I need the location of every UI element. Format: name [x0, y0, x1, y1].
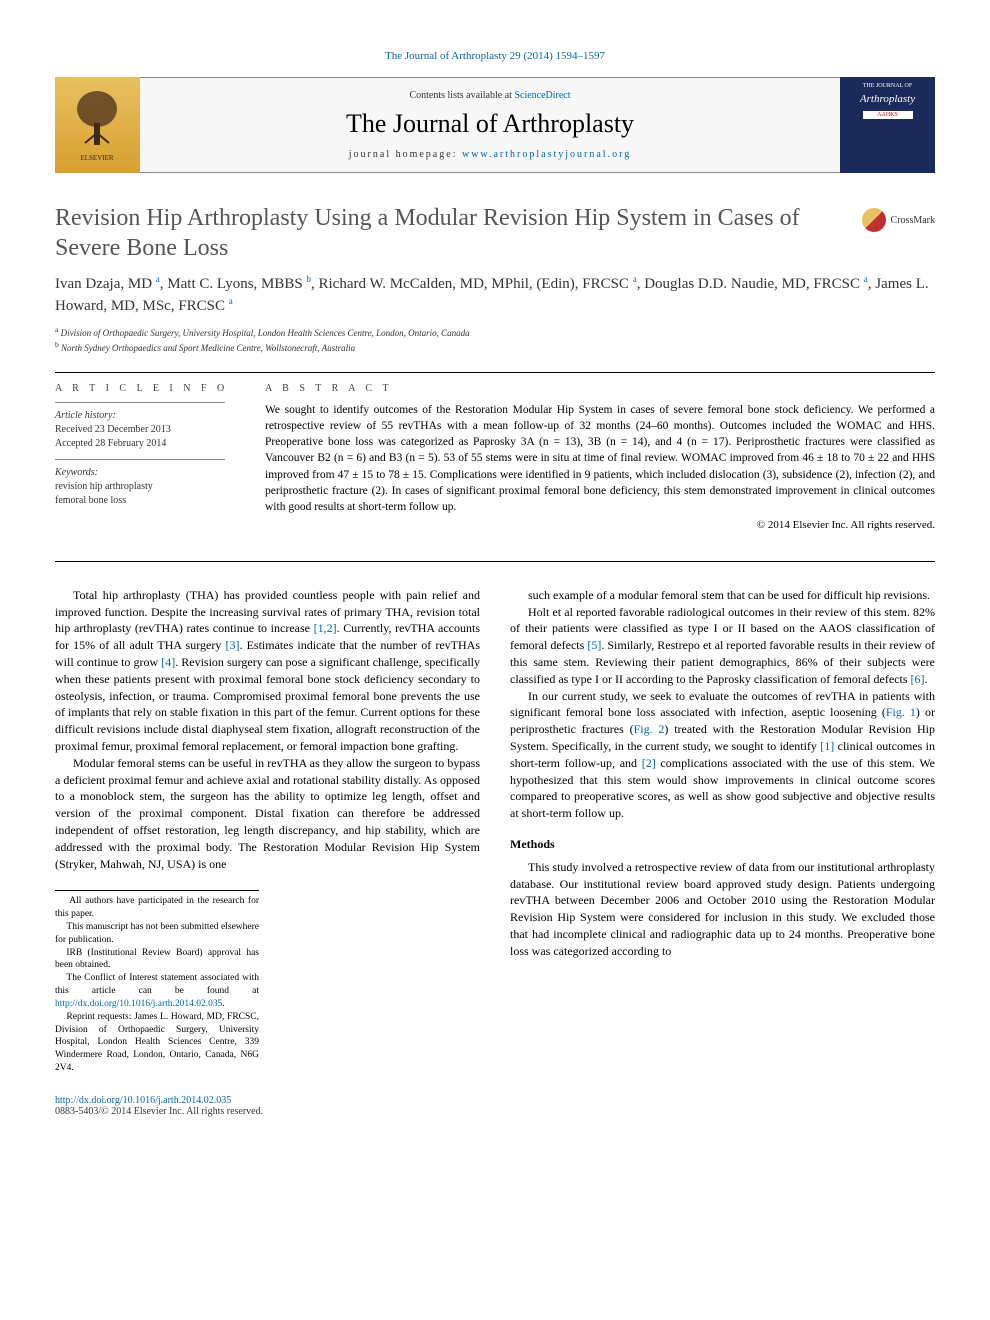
body-paragraph: Modular femoral stems can be useful in r…	[55, 755, 480, 873]
footnote: IRB (Institutional Review Board) approva…	[55, 947, 259, 973]
journal-title: The Journal of Arthroplasty	[141, 109, 839, 139]
sciencedirect-link[interactable]: ScienceDirect	[514, 90, 570, 101]
footnote: The Conflict of Interest statement assoc…	[55, 972, 259, 1010]
journal-header: ELSEVIER Contents lists available at Sci…	[55, 77, 935, 173]
keyword: revision hip arthroplasty	[55, 480, 245, 494]
aahks-logo-icon: AAHKS	[863, 111, 913, 119]
history-label: Article history:	[55, 409, 245, 423]
affiliations: a Division of Orthopaedic Surgery, Unive…	[55, 325, 935, 354]
figure-ref[interactable]: Fig. 1	[886, 705, 916, 719]
footnote: All authors have participated in the res…	[55, 895, 259, 921]
contents-list-line: Contents lists available at ScienceDirec…	[141, 90, 839, 101]
citation-ref[interactable]: [1]	[820, 739, 834, 753]
journal-homepage-link[interactable]: www.arthroplastyjournal.org	[462, 149, 631, 160]
abstract-text: We sought to identify outcomes of the Re…	[265, 402, 935, 515]
body-paragraph: In our current study, we seek to evaluat…	[510, 688, 935, 822]
crossmark-icon	[862, 208, 886, 232]
abstract-copyright: © 2014 Elsevier Inc. All rights reserved…	[265, 519, 935, 531]
elsevier-logo: ELSEVIER	[55, 77, 140, 173]
issn-copyright: 0883-5403/© 2014 Elsevier Inc. All right…	[55, 1106, 935, 1117]
svg-text:ELSEVIER: ELSEVIER	[80, 154, 113, 162]
methods-heading: Methods	[510, 836, 935, 853]
citation-ref[interactable]: [2]	[642, 756, 656, 770]
keyword: femoral bone loss	[55, 494, 245, 508]
citation-ref[interactable]: [4]	[161, 655, 175, 669]
body-paragraph: Total hip arthroplasty (THA) has provide…	[55, 587, 480, 755]
citation-ref[interactable]: [1,2]	[314, 621, 337, 635]
article-title: Revision Hip Arthroplasty Using a Modula…	[55, 203, 842, 263]
journal-cover-thumb: THE JOURNAL OF Arthroplasty AAHKS	[840, 77, 935, 173]
article-info-heading: A R T I C L E I N F O	[55, 383, 245, 394]
footnotes: All authors have participated in the res…	[55, 890, 259, 1074]
figure-ref[interactable]: Fig. 2	[634, 722, 665, 736]
journal-homepage: journal homepage: www.arthroplastyjourna…	[141, 149, 839, 160]
doi-link[interactable]: http://dx.doi.org/10.1016/j.arth.2014.02…	[55, 1095, 935, 1106]
elsevier-tree-icon: ELSEVIER	[68, 75, 128, 175]
citation-ref[interactable]: [6]	[911, 672, 925, 686]
doi-link[interactable]: http://dx.doi.org/10.1016/j.arth.2014.02…	[55, 999, 222, 1009]
received-date: Received 23 December 2013	[55, 423, 245, 437]
article-info-sidebar: A R T I C L E I N F O Article history: R…	[55, 373, 265, 541]
body-paragraph: Holt et al reported favorable radiologic…	[510, 604, 935, 688]
citation-ref[interactable]: [3]	[225, 638, 239, 652]
abstract-heading: A B S T R A C T	[265, 383, 935, 394]
article-body: Total hip arthroplasty (THA) has provide…	[55, 587, 935, 1075]
crossmark-badge[interactable]: CrossMark	[862, 208, 935, 232]
body-paragraph: This study involved a retrospective revi…	[510, 859, 935, 960]
keywords-label: Keywords:	[55, 466, 245, 480]
body-paragraph: such example of a modular femoral stem t…	[510, 587, 935, 604]
accepted-date: Accepted 28 February 2014	[55, 437, 245, 451]
authors-list: Ivan Dzaja, MD a, Matt C. Lyons, MBBS b,…	[55, 273, 935, 317]
citation-header: The Journal of Arthroplasty 29 (2014) 15…	[55, 50, 935, 62]
footnote: Reprint requests: James L. Howard, MD, F…	[55, 1011, 259, 1075]
citation-ref[interactable]: [5]	[587, 638, 601, 652]
footnote: This manuscript has not been submitted e…	[55, 921, 259, 947]
